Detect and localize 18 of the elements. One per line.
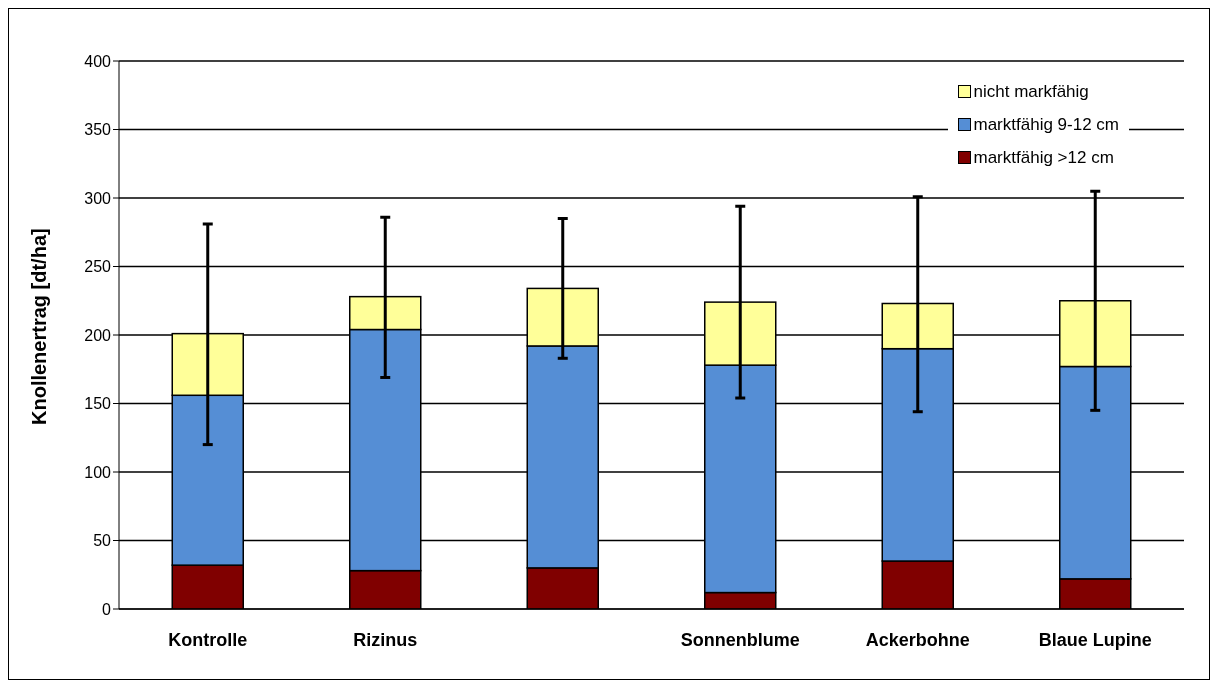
x-tick-label: Blaue Lupine: [1038, 629, 1152, 650]
y-axis-title: Knollenertrag [dt/ha]: [28, 228, 51, 425]
y-tick-label: 100: [84, 463, 112, 481]
y-tick-label: 50: [93, 532, 112, 550]
y-tick-label: 200: [84, 326, 112, 344]
legend-label: marktfähig 9-12 cm: [973, 114, 1119, 135]
x-tick-label: Sonnenblume: [680, 629, 800, 650]
y-tick-label: 0: [102, 600, 112, 618]
y-tick-label: 150: [84, 395, 112, 413]
y-tick-label: 300: [84, 189, 112, 207]
x-tick-label: Ackerbohne: [865, 629, 970, 650]
x-tick-label: Rizinus: [353, 629, 418, 650]
legend-label: marktfähig >12 cm: [973, 147, 1114, 168]
legend-label: nicht markfähig: [973, 81, 1089, 102]
y-tick-label: 400: [84, 52, 112, 70]
y-tick-label: 350: [84, 121, 112, 139]
x-tick-label: Kontrolle: [168, 629, 248, 650]
y-tick-label: 250: [84, 258, 112, 276]
